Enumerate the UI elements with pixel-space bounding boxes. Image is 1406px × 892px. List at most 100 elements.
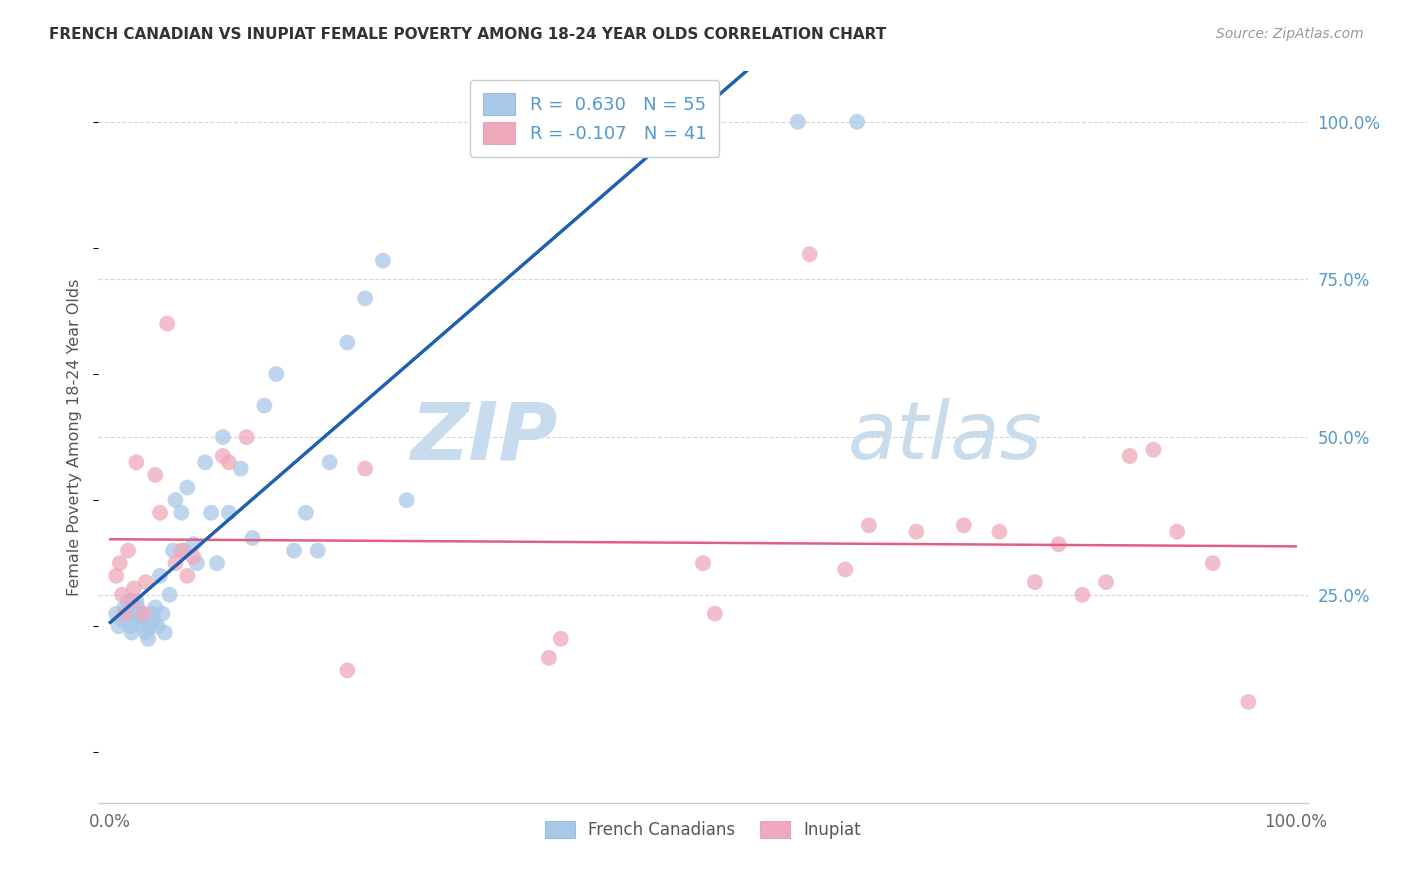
Point [354,461,377,475]
Point [235,430,257,444]
Point [120,619,142,633]
Point [105,569,128,583]
Point [229,461,252,475]
Point [212,449,235,463]
Point [165,556,187,570]
Point [114,607,136,621]
Point [135,625,157,640]
Point [124,607,146,621]
Point [136,632,159,646]
Point [799,247,821,261]
Point [336,335,359,350]
Point [537,650,560,665]
Point [117,594,139,608]
Point [212,430,235,444]
Point [125,594,148,608]
Point [283,543,305,558]
Text: ZIP: ZIP [411,398,558,476]
Point [127,600,149,615]
Point [105,607,128,621]
Point [318,455,340,469]
Point [354,291,377,305]
Point [117,543,139,558]
Point [395,493,418,508]
Point [1071,588,1094,602]
Point [264,367,287,381]
Point [194,455,217,469]
Point [1095,575,1118,590]
Point [295,506,318,520]
Point [200,506,222,520]
Point [703,607,725,621]
Point [1142,442,1164,457]
Point [153,625,176,640]
Point [108,556,131,570]
Point [1047,537,1070,551]
Point [846,115,869,129]
Point [121,625,143,640]
Point [149,569,172,583]
Point [138,619,160,633]
Point [143,600,166,615]
Point [186,556,208,570]
Point [692,556,714,570]
Point [176,569,198,583]
Point [114,600,136,615]
Point [550,632,572,646]
Point [1024,575,1046,590]
Point [125,455,148,469]
Point [491,115,513,129]
Point [585,115,607,129]
Point [135,575,157,590]
Point [143,613,166,627]
Y-axis label: Female Poverty Among 18-24 Year Olds: Female Poverty Among 18-24 Year Olds [67,278,83,596]
Point [122,582,145,596]
Point [1202,556,1225,570]
Point [181,537,204,551]
Point [111,588,134,602]
Point [218,506,240,520]
Point [1166,524,1188,539]
Point [905,524,928,539]
Point [205,556,228,570]
Text: Source: ZipAtlas.com: Source: ZipAtlas.com [1216,27,1364,41]
Point [537,115,560,129]
Point [107,619,129,633]
Text: FRENCH CANADIAN VS INUPIAT FEMALE POVERTY AMONG 18-24 YEAR OLDS CORRELATION CHAR: FRENCH CANADIAN VS INUPIAT FEMALE POVERT… [49,27,886,42]
Point [162,543,184,558]
Legend: French Canadians, Inupiat: French Canadians, Inupiat [538,814,868,846]
Point [149,506,172,520]
Point [132,607,155,621]
Point [988,524,1011,539]
Point [786,115,808,129]
Point [111,613,134,627]
Point [242,531,264,545]
Point [131,613,153,627]
Point [165,493,187,508]
Point [336,664,359,678]
Point [834,562,856,576]
Point [141,607,163,621]
Point [218,455,240,469]
Point [170,543,193,558]
Point [1119,449,1142,463]
Point [129,607,152,621]
Point [858,518,880,533]
Text: atlas: atlas [848,398,1043,476]
Point [1237,695,1260,709]
Point [952,518,974,533]
Point [152,607,174,621]
Point [371,253,394,268]
Point [170,506,193,520]
Point [143,467,166,482]
Point [115,607,138,621]
Point [159,588,181,602]
Point [146,619,169,633]
Point [132,619,155,633]
Point [307,543,329,558]
Point [122,613,145,627]
Point [173,543,195,558]
Point [181,549,204,564]
Point [253,399,276,413]
Point [176,481,198,495]
